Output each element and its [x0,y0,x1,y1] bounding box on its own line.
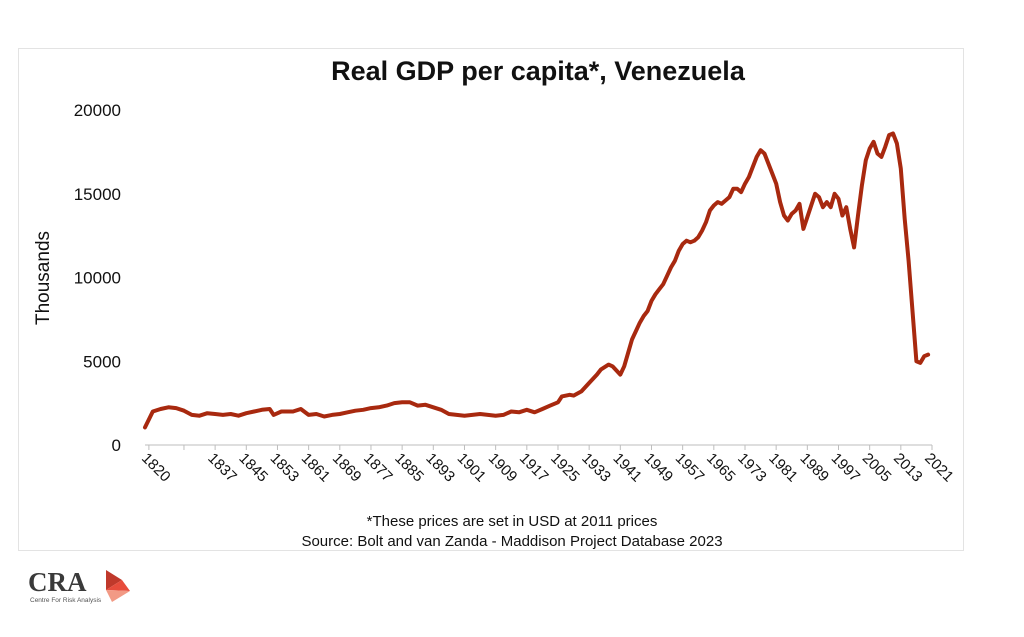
logo-triangle-light [106,590,130,602]
x-tick-label: 2021 [921,450,957,486]
x-tick-label: 1925 [547,450,583,486]
x-tick-label: 1909 [485,450,521,486]
x-tick-label: 1893 [422,450,458,486]
x-tick-label: 1949 [641,450,677,486]
logo-triangle-mid [106,580,130,591]
x-tick-label: 1837 [204,450,240,486]
x-tick-label: 1933 [578,450,614,486]
y-tick-label: 20000 [74,101,121,120]
x-tick-label: 1885 [391,450,427,486]
footnote-source: Source: Bolt and van Zanda - Maddison Pr… [301,533,723,550]
chart-frame [18,48,964,551]
x-tick-label: 1997 [828,450,864,486]
x-tick-label: 1957 [672,450,708,486]
y-tick-label: 5000 [83,352,121,371]
chart-title: Real GDP per capita*, Venezuela [331,56,746,86]
x-tick-label: 1917 [516,450,552,486]
y-tick-labels: 0 5000 10000 15000 20000 [74,101,121,455]
x-tick-label: 2005 [859,450,895,486]
x-tick-label: 1877 [360,450,396,486]
gdp-series-line [143,131,931,430]
x-tick-label: 1981 [765,450,801,486]
x-tick-label: 1901 [454,450,490,486]
x-tick-labels: 1820 183718451853186118691877188518931901… [138,445,957,485]
x-tick-label: 1989 [796,450,832,486]
x-tick-label: 1861 [298,450,334,486]
x-tick-label: 1965 [703,450,739,486]
x-tick-label: 1853 [267,450,303,486]
logo-subtitle: Centre For Risk Analysis [30,597,102,604]
y-axis-label: Thousands [33,231,54,325]
y-tick-label: 0 [112,436,121,455]
y-tick-label: 15000 [74,185,121,204]
logo-text: CRA [28,567,87,597]
x-tick-label: 1869 [329,450,365,486]
footnote-prices: *These prices are set in USD at 2011 pri… [366,513,658,530]
x-tick-label: 1845 [235,450,271,486]
x-tick-label: 2013 [890,450,926,486]
x-tick-label: 1941 [609,450,645,486]
logo-triangle-dark [106,570,122,590]
cra-logo: CRA Centre For Risk Analysis [28,567,130,604]
x-tick-label: 1973 [734,450,770,486]
x-tick-label: 1820 [138,450,174,486]
y-tick-label: 10000 [74,269,121,288]
